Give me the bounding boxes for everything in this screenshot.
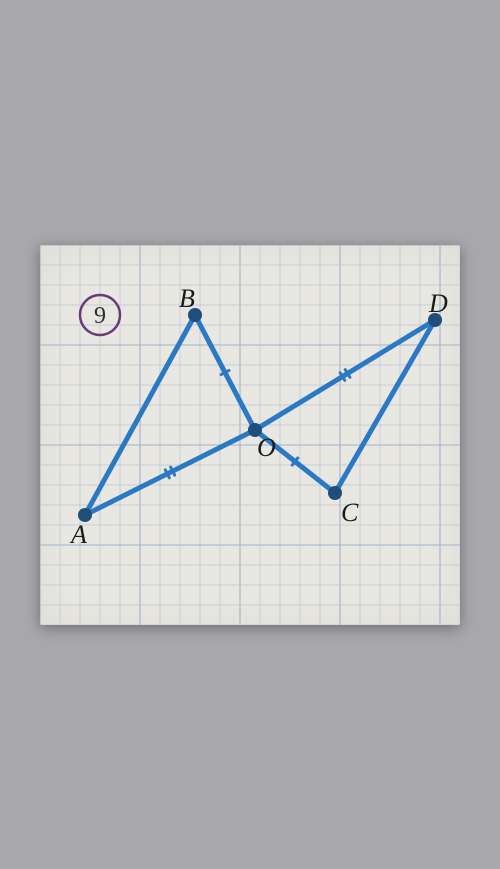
page-root: A B O C D 9: [0, 0, 500, 869]
label-A: A: [69, 520, 87, 549]
problem-number: 9: [94, 303, 106, 329]
graph-paper: A B O C D 9: [40, 245, 460, 625]
vertex-C: [328, 486, 342, 500]
label-C: C: [341, 498, 359, 527]
label-D: D: [428, 289, 448, 318]
geometry-diagram: A B O C D 9: [40, 245, 460, 625]
label-B: B: [179, 284, 195, 313]
label-O: O: [257, 433, 276, 462]
